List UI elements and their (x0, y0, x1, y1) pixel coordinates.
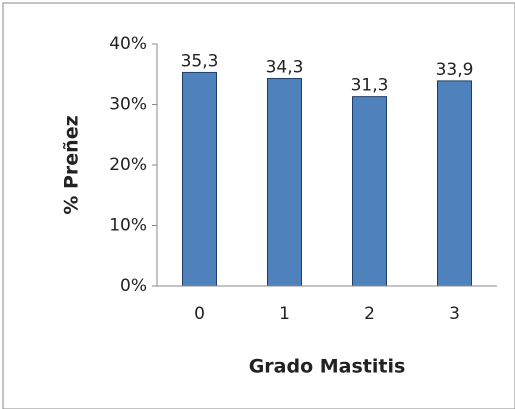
y-tick-label: 30% (109, 95, 147, 115)
y-tick-label: 0% (120, 276, 147, 296)
value-label: 33,9 (436, 60, 474, 80)
y-axis-title: % Preñez (61, 115, 83, 214)
bar (267, 77, 302, 287)
x-axis-title: Grado Mastitis (249, 356, 406, 378)
x-tick-label: 2 (364, 304, 375, 324)
x-tick-label: 0 (194, 304, 205, 324)
bar (182, 71, 217, 287)
x-tick-label: 1 (279, 304, 290, 324)
y-tick-label: 40% (109, 34, 147, 54)
value-label: 34,3 (266, 57, 304, 77)
bar (352, 96, 387, 287)
y-tick-label: 10% (109, 216, 147, 236)
bar (437, 80, 472, 287)
x-tick-label: 3 (449, 304, 460, 324)
value-label: 35,3 (181, 51, 219, 71)
y-tick-label: 20% (109, 155, 147, 175)
value-label: 31,3 (351, 76, 389, 96)
